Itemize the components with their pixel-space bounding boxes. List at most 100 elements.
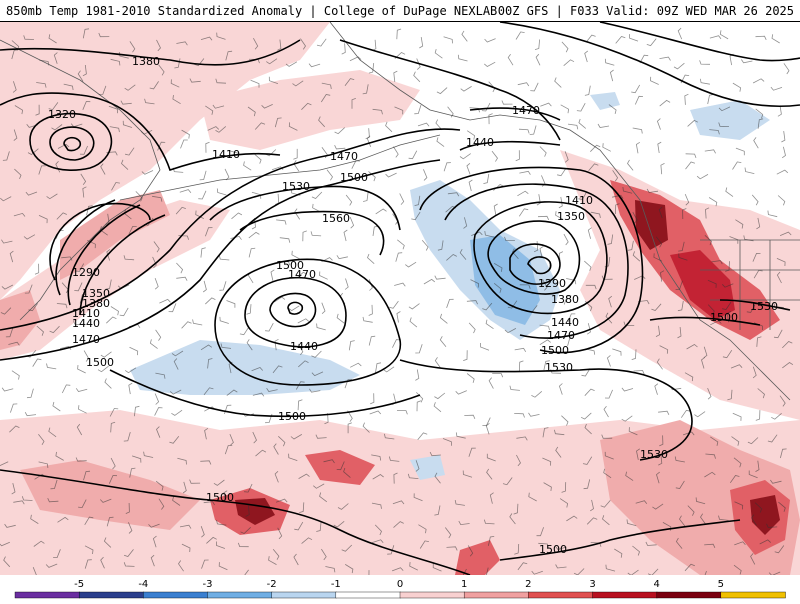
wind-barb xyxy=(388,456,400,462)
wind-barb xyxy=(268,76,279,84)
wind-barb xyxy=(75,388,88,392)
wind-barb xyxy=(365,128,370,140)
wind-barb xyxy=(659,99,671,107)
wind-barb xyxy=(780,448,787,459)
wind-barb xyxy=(374,524,382,536)
wind-barb xyxy=(684,93,689,105)
wind-barb xyxy=(516,436,528,441)
wind-barb xyxy=(347,422,352,434)
wind-barb xyxy=(288,305,300,312)
wind-barb xyxy=(150,554,155,567)
wind-barb xyxy=(481,102,491,112)
wind-barb xyxy=(189,479,201,484)
wind-barb xyxy=(770,86,783,91)
wind-barb xyxy=(316,521,322,532)
wind-barb xyxy=(421,239,429,251)
wind-barb xyxy=(755,410,761,421)
wind-barb xyxy=(243,161,252,171)
wind-barb xyxy=(14,168,22,180)
wind-barb xyxy=(123,562,135,567)
wind-barb xyxy=(394,282,406,287)
contour-1530-east xyxy=(399,359,693,461)
wind-barb xyxy=(372,108,383,115)
wind-barb xyxy=(537,215,550,221)
wind-barb xyxy=(623,321,635,326)
wind-barb xyxy=(312,203,321,213)
contour-1500-tropics-east xyxy=(499,519,741,561)
wind-barb xyxy=(539,246,544,258)
wind-barb xyxy=(77,365,86,374)
wind-barb xyxy=(369,410,382,415)
wind-barb xyxy=(486,468,493,480)
wind-barb xyxy=(79,145,88,155)
wind-barb xyxy=(408,150,418,160)
wind-barb xyxy=(124,84,136,91)
wind-barb xyxy=(349,56,362,62)
wind-barb xyxy=(278,436,286,447)
wind-barb xyxy=(344,379,353,389)
wind-barb xyxy=(179,524,192,529)
wind-barb xyxy=(597,123,610,128)
wind-barb xyxy=(155,372,166,379)
coastline-aleutians xyxy=(119,134,441,201)
wind-barb xyxy=(98,32,110,38)
wind-barb xyxy=(321,82,332,89)
wind-barb xyxy=(484,231,495,238)
warm-anomaly-central-band xyxy=(200,70,420,150)
wind-barb xyxy=(725,187,734,197)
colorbar-segment xyxy=(207,591,273,599)
wind-barb xyxy=(414,195,421,206)
wind-barb xyxy=(656,471,660,484)
wind-barb xyxy=(229,150,239,158)
wind-barb xyxy=(294,521,304,531)
wind-barb xyxy=(12,81,17,93)
wind-barb xyxy=(26,388,34,399)
wind-barb xyxy=(240,527,251,534)
wind-barb xyxy=(654,383,659,395)
wind-barb xyxy=(300,38,306,50)
wind-barb xyxy=(148,523,160,528)
wind-barb xyxy=(590,211,601,218)
wind-barb xyxy=(735,147,745,156)
wind-barb xyxy=(543,482,552,492)
wind-barb xyxy=(212,104,225,109)
wind-barb xyxy=(627,569,639,575)
wind-barb xyxy=(372,225,379,236)
contour-label: 1440 xyxy=(290,340,318,353)
wind-barb xyxy=(202,280,207,293)
wind-barb xyxy=(362,422,370,433)
wind-barb xyxy=(679,515,686,527)
wind-barb xyxy=(224,168,230,181)
wind-barb xyxy=(684,193,690,206)
contour-1470-north xyxy=(469,107,561,121)
wind-barb xyxy=(492,373,504,378)
wind-barb xyxy=(675,280,683,290)
wind-barb xyxy=(1,387,14,392)
wind-barb xyxy=(343,229,348,242)
warm-anomaly-west-coast-core xyxy=(635,200,668,250)
contour-label: 1440 xyxy=(72,317,100,330)
wind-barb xyxy=(362,84,369,95)
wind-barb xyxy=(153,241,160,253)
wind-barb xyxy=(250,79,260,88)
wind-barb xyxy=(419,37,424,49)
contour-label: 1290 xyxy=(538,277,566,290)
wind-barb xyxy=(1,284,14,290)
wind-barb xyxy=(344,278,349,290)
wind-barb xyxy=(288,453,298,461)
wind-barb xyxy=(639,54,649,64)
wind-barb xyxy=(563,233,569,246)
contour-label: 1500 xyxy=(340,171,368,184)
wind-barb xyxy=(677,27,683,40)
wind-barb xyxy=(154,407,163,416)
wind-barb xyxy=(582,456,593,465)
wind-barb xyxy=(239,326,250,336)
contour-label: 1350 xyxy=(82,287,110,300)
contour-1320-low xyxy=(29,112,113,171)
wind-barb xyxy=(143,451,154,458)
wind-barb xyxy=(635,141,641,154)
wind-barb xyxy=(27,148,39,155)
wind-barb xyxy=(123,431,131,442)
wind-barb xyxy=(489,492,494,504)
wind-barb xyxy=(56,303,68,309)
